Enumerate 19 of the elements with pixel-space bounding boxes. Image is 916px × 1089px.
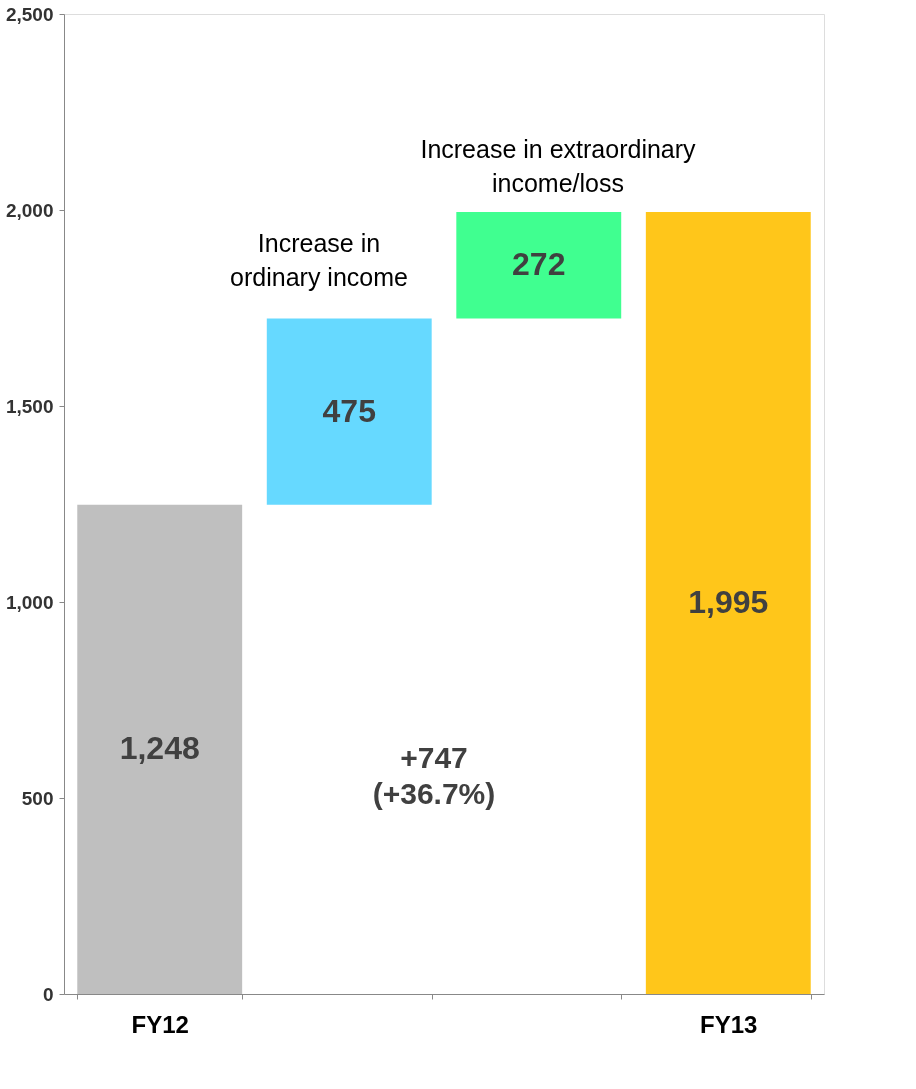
annotation: Increase in extraordinary income/loss <box>420 134 697 197</box>
y-tick-label: 1,500 <box>5 395 54 417</box>
y-tick-label: 2,000 <box>5 199 54 221</box>
y-tick-label: 500 <box>21 787 54 809</box>
data-label: 272 <box>512 246 566 283</box>
bar <box>456 211 622 319</box>
y-tick-label: 2,500 <box>5 3 54 25</box>
x-tick-label: FY12 <box>131 1010 189 1038</box>
bar <box>645 211 811 994</box>
y-tick-label: 1,000 <box>5 591 54 613</box>
annotation: Increase in ordinary income <box>230 228 408 291</box>
x-tick-label: FY13 <box>700 1010 758 1038</box>
y-tick-label: 0 <box>42 983 54 1005</box>
data-label: 1,248 <box>119 730 200 767</box>
data-label: 475 <box>322 392 376 429</box>
annotation: +747 (+36.7%) <box>372 741 496 811</box>
data-label: 1,995 <box>688 583 769 620</box>
bar <box>266 318 432 505</box>
bar <box>77 504 243 994</box>
